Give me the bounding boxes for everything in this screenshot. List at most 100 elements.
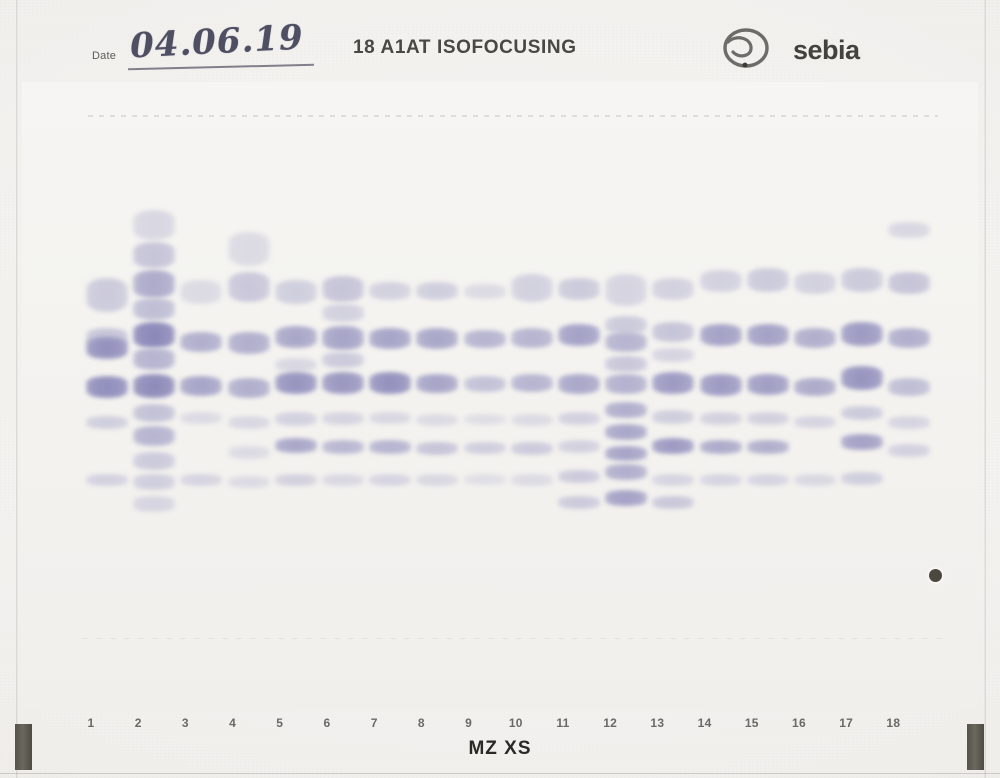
gel-band xyxy=(463,442,506,454)
gel-band xyxy=(274,358,317,372)
gel-lane-8 xyxy=(416,82,459,642)
gel-band xyxy=(322,372,364,394)
lane-number-12: 12 xyxy=(603,716,618,730)
gel-band xyxy=(794,328,836,348)
gel-band xyxy=(416,414,459,426)
gel-band xyxy=(227,272,270,302)
gel-lane-17 xyxy=(841,82,884,642)
gel-band xyxy=(86,278,128,312)
gel-band xyxy=(133,210,176,240)
gel-band xyxy=(652,474,695,486)
gel-band xyxy=(888,444,931,457)
gel-band xyxy=(746,412,789,425)
gel-band xyxy=(746,474,789,486)
gel-baseline xyxy=(82,638,942,639)
gel-band xyxy=(86,337,128,359)
lane-number-8: 8 xyxy=(417,716,425,730)
gel-band xyxy=(274,280,317,304)
gel-band xyxy=(888,272,931,294)
application-line xyxy=(88,115,938,117)
lane-number-18: 18 xyxy=(886,716,901,730)
gel-band xyxy=(133,374,176,398)
gel-band xyxy=(463,474,506,485)
gel-band xyxy=(558,470,600,483)
gel-lane-14 xyxy=(699,82,742,642)
gel-band xyxy=(558,496,600,509)
gel-lane-11 xyxy=(558,82,600,642)
gel-band xyxy=(558,412,600,425)
gel-lane-13 xyxy=(652,82,695,642)
orientation-dot xyxy=(929,569,942,582)
gel-band xyxy=(416,374,459,393)
gel-lane-4 xyxy=(227,82,270,642)
gel-band xyxy=(888,378,931,396)
corner-mark-right xyxy=(967,724,984,770)
gel-band xyxy=(605,332,648,352)
gel-band xyxy=(605,316,648,334)
lane-number-6: 6 xyxy=(323,716,331,730)
page-title: 18 A1AT ISOFOCUSING xyxy=(353,37,577,58)
gel-band xyxy=(274,326,317,348)
gel-band xyxy=(605,374,648,394)
gel-band xyxy=(605,424,648,440)
gel-band xyxy=(794,474,836,486)
gel-band xyxy=(133,322,176,348)
gel-band xyxy=(133,348,176,370)
gel-band xyxy=(605,464,648,480)
gel-band xyxy=(180,280,223,304)
lane-number-15: 15 xyxy=(744,716,759,730)
gel-band xyxy=(652,348,695,362)
gel-band xyxy=(652,372,695,394)
gel-band xyxy=(133,426,176,446)
lane-number-4: 4 xyxy=(229,716,237,730)
gel-band xyxy=(510,328,553,348)
gel-band xyxy=(227,378,270,398)
gel-band xyxy=(133,404,176,422)
gel-band xyxy=(227,232,270,266)
gel-band xyxy=(133,496,176,512)
gel-band xyxy=(841,434,884,450)
gel-band xyxy=(133,474,176,490)
gel-band xyxy=(133,270,176,298)
gel-band xyxy=(888,222,931,238)
gel-band xyxy=(322,276,364,302)
film-edge-left xyxy=(16,0,18,778)
gel-band xyxy=(369,282,412,300)
gel-band xyxy=(369,372,412,394)
gel-band xyxy=(133,452,176,470)
gel-band xyxy=(558,324,600,346)
gel-band xyxy=(369,412,412,424)
gel-header: Date 04.06.19 18 A1AT ISOFOCUSING sebia xyxy=(0,8,1000,74)
gel-band xyxy=(652,496,695,509)
gel-band xyxy=(746,324,789,346)
gel-band xyxy=(463,330,506,348)
gel-lane-3 xyxy=(180,82,223,642)
lane-number-7: 7 xyxy=(370,716,378,730)
gel-band xyxy=(463,376,506,392)
gel-lane-10 xyxy=(510,82,553,642)
gel-band xyxy=(322,474,364,486)
date-handwritten-value: 04.06.19 xyxy=(129,17,305,67)
gel-band xyxy=(605,356,648,372)
sample-code-label: MZ XS xyxy=(468,738,532,759)
gel-band xyxy=(841,472,884,485)
gel-plate xyxy=(22,82,978,710)
gel-lane-6 xyxy=(322,82,364,642)
date-label: Date xyxy=(92,50,117,62)
gel-lane-16 xyxy=(794,82,836,642)
gel-band xyxy=(652,410,695,424)
gel-band xyxy=(274,474,317,486)
lane-number-2: 2 xyxy=(134,716,142,730)
gel-band xyxy=(227,476,270,488)
gel-band xyxy=(180,332,223,352)
gel-band xyxy=(86,474,128,486)
gel-band xyxy=(605,274,648,306)
brand-name: sebia xyxy=(793,35,860,65)
gel-band xyxy=(841,366,884,390)
gel-band xyxy=(274,438,317,453)
gel-band xyxy=(841,322,884,346)
lane-number-17: 17 xyxy=(839,716,854,730)
gel-band xyxy=(605,402,648,418)
corner-mark-left xyxy=(15,724,32,770)
